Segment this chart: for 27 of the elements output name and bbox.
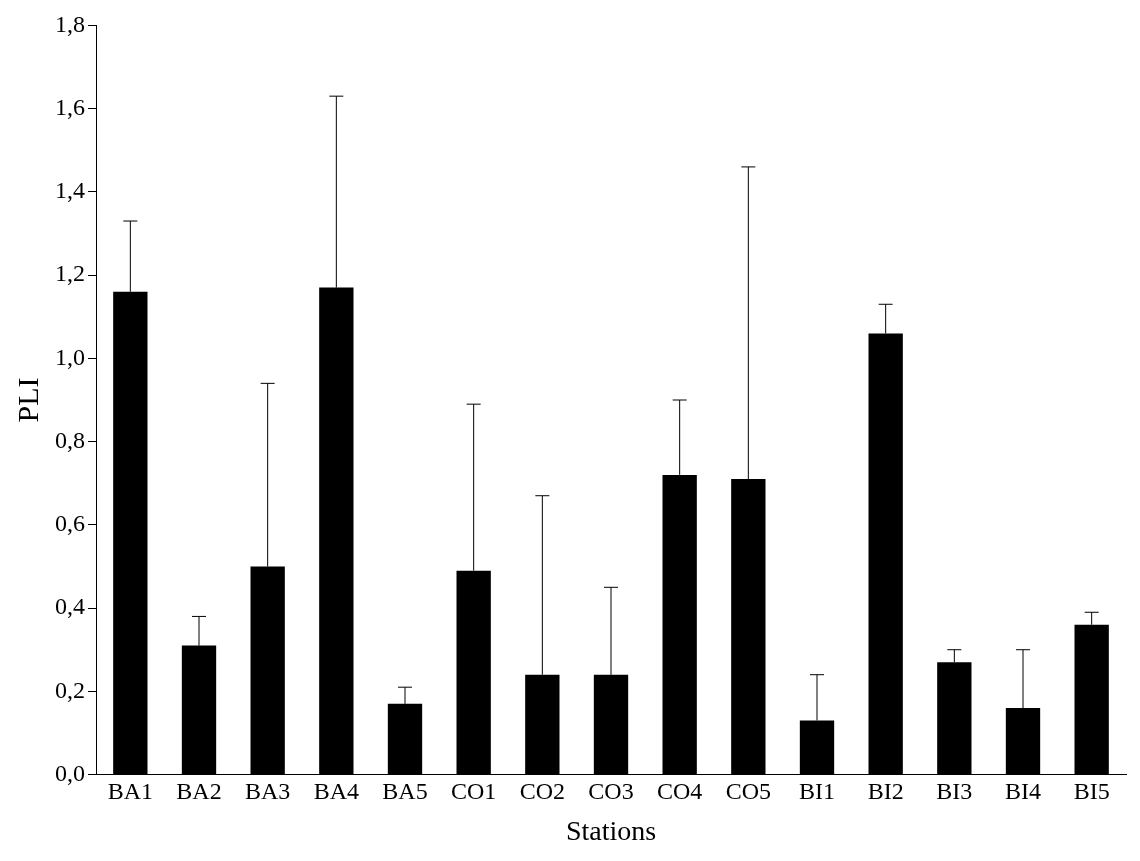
x-tick-label: BA3 <box>244 778 291 805</box>
x-tick-label: CO1 <box>450 778 497 805</box>
y-tick-label: 1,4 <box>55 177 85 204</box>
y-tick-label: 0,6 <box>55 510 85 537</box>
x-tick-label: CO5 <box>725 778 772 805</box>
y-tick-label: 0,4 <box>55 593 85 620</box>
x-tick-label: CO4 <box>656 778 703 805</box>
y-tick-label: 1,8 <box>55 10 85 37</box>
y-tick-label: 1,6 <box>55 93 85 120</box>
y-axis-title: PLI <box>10 377 44 423</box>
x-tick-label: BI4 <box>1005 778 1041 805</box>
y-tick-label: 1,0 <box>55 343 85 370</box>
x-axis-title: Stations <box>565 814 657 846</box>
x-tick-label: BA5 <box>382 778 428 805</box>
x-tick-label: BA4 <box>313 778 360 805</box>
x-tick-label: CO2 <box>519 778 566 805</box>
y-tick-label: 0,2 <box>55 676 85 703</box>
x-tick-label: BI3 <box>936 778 973 805</box>
y-tick-label: 0,8 <box>55 426 85 453</box>
x-tick-label: BA2 <box>176 778 222 805</box>
x-tick-label: BA1 <box>107 778 154 805</box>
y-tick-label: 0,0 <box>55 759 85 786</box>
y-tick-label: 1,2 <box>55 260 85 287</box>
x-tick-label: BI5 <box>1073 778 1110 805</box>
x-tick-label: BI2 <box>867 778 904 805</box>
x-tick-label: CO3 <box>588 778 634 805</box>
x-tick-label: BI1 <box>799 778 835 805</box>
